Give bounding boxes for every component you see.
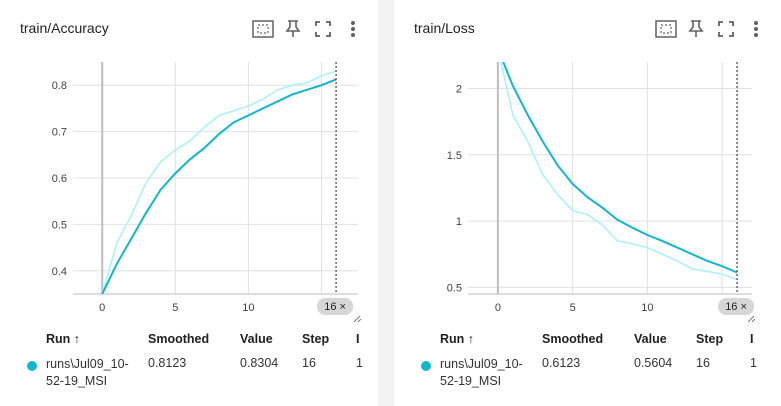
col-run[interactable]: Run ↑ xyxy=(46,332,81,346)
col-smoothed[interactable]: Smoothed xyxy=(148,332,210,346)
col-value[interactable]: Value xyxy=(240,332,273,346)
series-raw-line xyxy=(500,62,738,281)
step-marker-label: 16 × xyxy=(725,301,747,313)
series-raw-line xyxy=(101,70,337,294)
more-vert-icon[interactable] xyxy=(741,14,771,44)
run-name: runs\Jul09_10-52-19_MSI xyxy=(440,357,523,388)
smoothed-value: 0.6123 xyxy=(542,356,581,370)
fit-domain-icon[interactable] xyxy=(248,14,278,44)
accuracy-chart[interactable]: 0.4 0.5 0.6 0.7 0.8 0 5 10 16 × xyxy=(0,50,378,326)
step-value: 16 xyxy=(302,356,316,370)
series-smoothed-line xyxy=(502,62,738,274)
y-tick-label: 2 xyxy=(456,84,462,96)
y-tick-label: 0.6 xyxy=(52,173,67,185)
resize-handle-icon[interactable] xyxy=(353,315,362,323)
loss-chart[interactable]: 0.5 1 1.5 2 0 5 10 16 × xyxy=(394,50,781,326)
y-tick-label: 1.5 xyxy=(447,150,462,162)
fullscreen-icon[interactable] xyxy=(711,14,741,44)
col-smoothed[interactable]: Smoothed xyxy=(542,332,604,346)
fit-domain-icon[interactable] xyxy=(651,14,681,44)
step-value: 16 xyxy=(696,356,710,370)
col-step[interactable]: Step xyxy=(302,332,330,346)
y-tick-label: 0.7 xyxy=(52,127,67,139)
x-tick-label: 10 xyxy=(641,302,653,314)
col-extra[interactable]: I xyxy=(356,332,360,346)
step-marker-label: 16 × xyxy=(324,301,346,313)
extra-value: 1 xyxy=(750,356,757,370)
x-tick-label: 0 xyxy=(495,302,501,314)
series-smoothed-line xyxy=(101,78,337,294)
fullscreen-icon[interactable] xyxy=(308,14,338,44)
resize-handle-icon[interactable] xyxy=(747,315,756,323)
run-name: runs\Jul09_10-52-19_MSI xyxy=(46,357,129,388)
col-step[interactable]: Step xyxy=(696,332,724,346)
x-tick-label: 10 xyxy=(242,302,254,314)
loss-card: train/Loss 0.5 1 1.5 2 0 5 10 16 × Run ↑ Smooth… xyxy=(394,0,781,406)
smoothed-value: 0.8123 xyxy=(148,356,187,370)
step-marker-chip: 16 × xyxy=(317,298,354,315)
more-vert-icon[interactable] xyxy=(338,14,368,44)
run-color-dot xyxy=(27,361,37,371)
col-value[interactable]: Value xyxy=(634,332,667,346)
step-marker-chip: 16 × xyxy=(718,298,755,315)
x-tick-label: 5 xyxy=(570,302,576,314)
x-tick-label: 0 xyxy=(99,302,105,314)
card-title: train/Accuracy xyxy=(20,20,109,36)
run-color-dot xyxy=(421,361,431,371)
y-tick-label: 0.5 xyxy=(447,282,462,294)
x-tick-label: 5 xyxy=(172,302,178,314)
raw-value: 0.5604 xyxy=(634,356,673,370)
extra-value: 1 xyxy=(356,356,363,370)
pin-icon[interactable] xyxy=(278,14,308,44)
col-run[interactable]: Run ↑ xyxy=(440,332,475,346)
y-tick-label: 0.4 xyxy=(52,266,67,278)
y-tick-label: 1 xyxy=(456,216,462,228)
accuracy-card: train/Accuracy 0.4 0.5 0.6 0.7 0.8 0 5 10 16 × R… xyxy=(0,0,378,406)
y-tick-label: 0.8 xyxy=(52,80,67,92)
raw-value: 0.8304 xyxy=(240,356,279,370)
pin-icon[interactable] xyxy=(681,14,711,44)
y-tick-label: 0.5 xyxy=(52,219,67,231)
col-extra[interactable]: I xyxy=(750,332,754,346)
card-title: train/Loss xyxy=(414,20,475,36)
